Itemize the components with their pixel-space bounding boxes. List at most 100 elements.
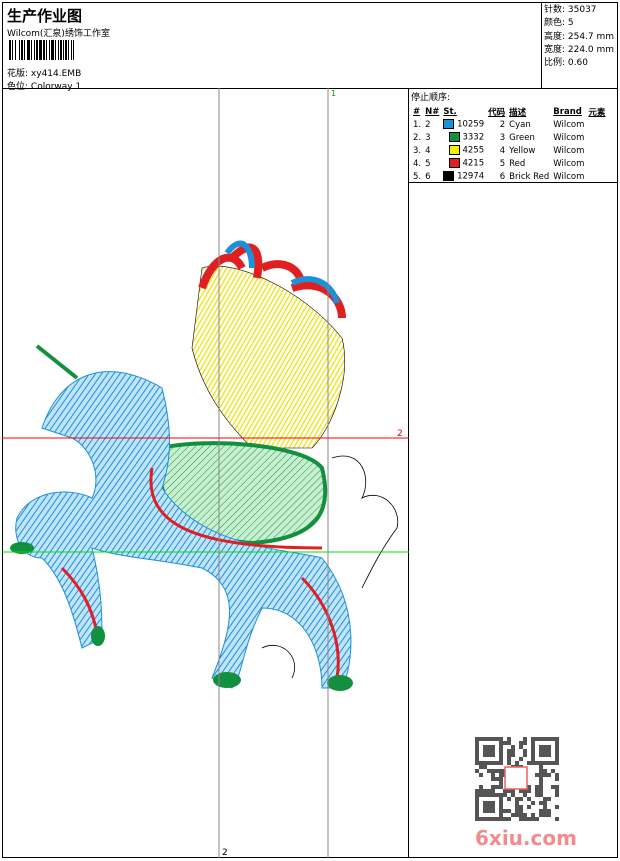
barcode-bar bbox=[43, 40, 45, 60]
stop-sequence-table: # N# St. 代码 描述 Brand 元素 1. 2 10259 2 Cyan Wilcom 2.… bbox=[411, 105, 607, 183]
barcode-bar bbox=[73, 40, 74, 60]
brand: Wilcom bbox=[553, 145, 585, 156]
barcode-bar bbox=[45, 40, 46, 60]
stitch-count: 4255 bbox=[462, 145, 485, 156]
page-title: 生产作业图 bbox=[7, 7, 83, 25]
stitch-cell: 10259 bbox=[441, 118, 486, 131]
element bbox=[586, 118, 607, 131]
barcode-bar bbox=[20, 40, 21, 60]
barcode-bar bbox=[34, 40, 35, 60]
design-label: 花版: bbox=[7, 69, 29, 79]
stamp-icon bbox=[504, 766, 528, 790]
barcode-bar bbox=[46, 40, 47, 60]
barcode-bar bbox=[68, 40, 69, 60]
barcode-bar bbox=[67, 40, 68, 60]
color-swatch bbox=[448, 132, 460, 143]
row-index: 1. bbox=[413, 119, 422, 130]
stitch-cell: 4215 bbox=[441, 157, 486, 170]
color-code: 4 bbox=[499, 145, 506, 156]
needle-number: 6 bbox=[425, 171, 431, 182]
color-swatch bbox=[443, 171, 455, 182]
stitch-count: 12974 bbox=[457, 171, 485, 182]
table-row: 4. 5 4215 5 Red Wilcom bbox=[411, 157, 607, 170]
stop-sequence-title: 停止顺序: bbox=[411, 93, 451, 103]
row-index: 3. bbox=[413, 145, 422, 156]
barcode bbox=[9, 40, 105, 60]
color-code: 5 bbox=[499, 158, 506, 169]
barcode-bar bbox=[16, 40, 19, 60]
column-header: St. bbox=[443, 106, 457, 117]
color-code: 2 bbox=[499, 119, 506, 130]
column-header: 描述 bbox=[509, 107, 527, 118]
needle-number: 4 bbox=[425, 145, 431, 156]
color-swatch bbox=[448, 145, 460, 156]
guide-label-bottom: 2 bbox=[222, 848, 228, 858]
barcode-bar bbox=[21, 40, 23, 60]
barcode-bar bbox=[54, 40, 55, 60]
color-swatch bbox=[448, 158, 460, 169]
barcode-bar bbox=[60, 40, 62, 60]
barcode-bar bbox=[51, 40, 54, 60]
color-description: Green bbox=[509, 132, 535, 143]
barcode-bar bbox=[11, 40, 12, 60]
info-box: 针数: 35037 颜色: 5 高度: 254.7 mm 宽度: 224.0 m… bbox=[541, 3, 619, 88]
company-name: Wilcom(汇泉)绣饰工作室 bbox=[7, 29, 110, 39]
barcode-bar bbox=[38, 40, 39, 60]
column-header: 代码 bbox=[488, 107, 506, 118]
table-row: 3. 4 4255 4 Yellow Wilcom bbox=[411, 144, 607, 157]
barcode-bar bbox=[24, 40, 25, 60]
table-row: 1. 2 10259 2 Cyan Wilcom bbox=[411, 118, 607, 131]
barcode-bar bbox=[47, 40, 49, 60]
table-row: 2. 3 3332 3 Green Wilcom bbox=[411, 131, 607, 144]
barcode-bar bbox=[30, 40, 31, 60]
barcode-bar bbox=[50, 40, 51, 60]
barcode-bar bbox=[12, 40, 13, 60]
color-code: 6 bbox=[499, 171, 506, 182]
barcode-bar bbox=[25, 40, 27, 60]
column-header: 元素 bbox=[588, 107, 606, 118]
stop-sequence-panel: 停止顺序: # N# St. 代码 描述 Brand 元素 1. 2 10259 2 Cyan Wi… bbox=[409, 88, 618, 183]
barcode-bar bbox=[62, 40, 63, 60]
column-header: # bbox=[413, 106, 421, 117]
barcode-bar bbox=[65, 40, 67, 60]
color-description: Cyan bbox=[509, 119, 531, 130]
barcode-bar bbox=[63, 40, 64, 60]
color-count: 颜色: 5 bbox=[544, 18, 574, 29]
needle-number: 3 bbox=[425, 132, 431, 143]
barcode-bar bbox=[69, 40, 71, 60]
element bbox=[586, 170, 607, 183]
barcode-bar bbox=[56, 40, 58, 60]
stitch-cell: 12974 bbox=[441, 170, 486, 183]
barcode-bar bbox=[32, 40, 34, 60]
stitch-count: 10259 bbox=[457, 119, 485, 130]
barcode-bar bbox=[72, 40, 73, 60]
header: 生产作业图 Wilcom(汇泉)绣饰工作室 花版: xy414.EMB 色位: … bbox=[2, 2, 619, 92]
barcode-bar bbox=[58, 40, 59, 60]
stitch-count: 针数: 35037 bbox=[544, 5, 597, 15]
embroidery-preview: 1 2 2 bbox=[2, 88, 409, 858]
design-height: 高度: 254.7 mm bbox=[544, 31, 615, 42]
color-code: 3 bbox=[499, 132, 506, 143]
needle-number: 2 bbox=[425, 119, 431, 130]
barcode-bar bbox=[19, 40, 20, 60]
color-description: Yellow bbox=[509, 145, 536, 156]
barcode-bar bbox=[31, 40, 32, 60]
color-description: Brick Red bbox=[509, 171, 550, 182]
brand: Wilcom bbox=[553, 119, 585, 130]
color-description: Red bbox=[509, 158, 526, 169]
row-index: 5. bbox=[413, 171, 422, 182]
brand: Wilcom bbox=[553, 158, 585, 169]
table-row: 5. 6 12974 6 Brick Red Wilcom bbox=[411, 170, 607, 183]
row-index: 2. bbox=[413, 132, 422, 143]
design-value: xy414.EMB bbox=[30, 69, 82, 79]
color-swatch bbox=[443, 119, 455, 130]
colorway-value: Colorway 1 bbox=[30, 82, 82, 92]
barcode-bar bbox=[64, 40, 65, 60]
stitch-count: 4215 bbox=[462, 158, 485, 169]
barcode-bar bbox=[9, 40, 11, 60]
stitch-cell: 3332 bbox=[441, 131, 486, 144]
barcode-bar bbox=[23, 40, 24, 60]
barcode-bar bbox=[13, 40, 15, 60]
stitch-cell: 4255 bbox=[441, 144, 486, 157]
needle-number: 5 bbox=[425, 158, 431, 169]
